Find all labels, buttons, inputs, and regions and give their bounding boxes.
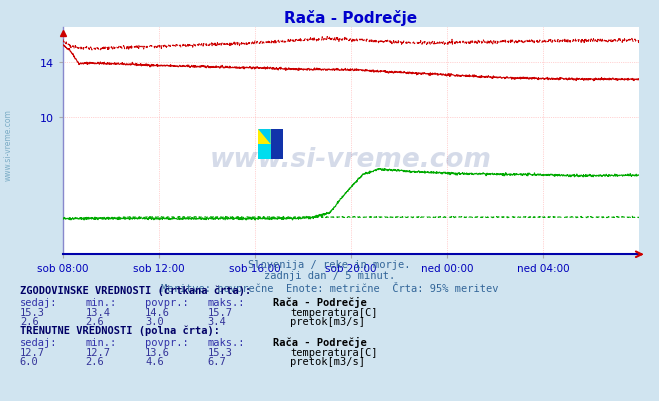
Text: zadnji dan / 5 minut.: zadnji dan / 5 minut. [264, 271, 395, 281]
Polygon shape [258, 130, 271, 145]
Text: sedaj:: sedaj: [20, 297, 57, 307]
Text: ZGODOVINSKE VREDNOSTI (črtkana črta):: ZGODOVINSKE VREDNOSTI (črtkana črta): [20, 285, 251, 296]
Text: 15.3: 15.3 [20, 307, 45, 317]
Text: pretok[m3/s]: pretok[m3/s] [290, 316, 365, 326]
Bar [271, 130, 283, 160]
Text: min.:: min.: [86, 297, 117, 307]
Text: Slovenija / reke in morje.: Slovenija / reke in morje. [248, 260, 411, 270]
Text: 15.3: 15.3 [208, 347, 233, 357]
Text: 6.0: 6.0 [20, 356, 38, 366]
Text: 2.6: 2.6 [86, 316, 104, 326]
Text: 15.7: 15.7 [208, 307, 233, 317]
Text: pretok[m3/s]: pretok[m3/s] [290, 356, 365, 366]
Text: povpr.:: povpr.: [145, 297, 188, 307]
Text: 3.4: 3.4 [208, 316, 226, 326]
Text: 13.4: 13.4 [86, 307, 111, 317]
Bar [258, 130, 271, 145]
Text: 3.0: 3.0 [145, 316, 163, 326]
Text: maks.:: maks.: [208, 297, 245, 307]
Text: 12.7: 12.7 [20, 347, 45, 357]
Text: sedaj:: sedaj: [20, 337, 57, 347]
Text: min.:: min.: [86, 337, 117, 347]
Text: 12.7: 12.7 [86, 347, 111, 357]
Text: Rača - Podrečje: Rača - Podrečje [273, 336, 367, 347]
Text: maks.:: maks.: [208, 337, 245, 347]
Text: 4.6: 4.6 [145, 356, 163, 366]
Text: temperatura[C]: temperatura[C] [290, 347, 378, 357]
Text: 2.6: 2.6 [20, 316, 38, 326]
Text: 6.7: 6.7 [208, 356, 226, 366]
Title: Rača - Podrečje: Rača - Podrečje [284, 10, 418, 26]
Text: www.si-vreme.com: www.si-vreme.com [3, 109, 13, 180]
Text: temperatura[C]: temperatura[C] [290, 307, 378, 317]
Text: www.si-vreme.com: www.si-vreme.com [210, 146, 492, 172]
Text: povpr.:: povpr.: [145, 337, 188, 347]
Bar [258, 145, 271, 160]
Text: 13.6: 13.6 [145, 347, 170, 357]
Text: Meritve: povprečne  Enote: metrične  Črta: 95% meritev: Meritve: povprečne Enote: metrične Črta:… [161, 282, 498, 294]
Text: 14.6: 14.6 [145, 307, 170, 317]
Text: 2.6: 2.6 [86, 356, 104, 366]
Text: TRENUTNE VREDNOSTI (polna črta):: TRENUTNE VREDNOSTI (polna črta): [20, 325, 219, 336]
Text: Rača - Podrečje: Rača - Podrečje [273, 296, 367, 307]
